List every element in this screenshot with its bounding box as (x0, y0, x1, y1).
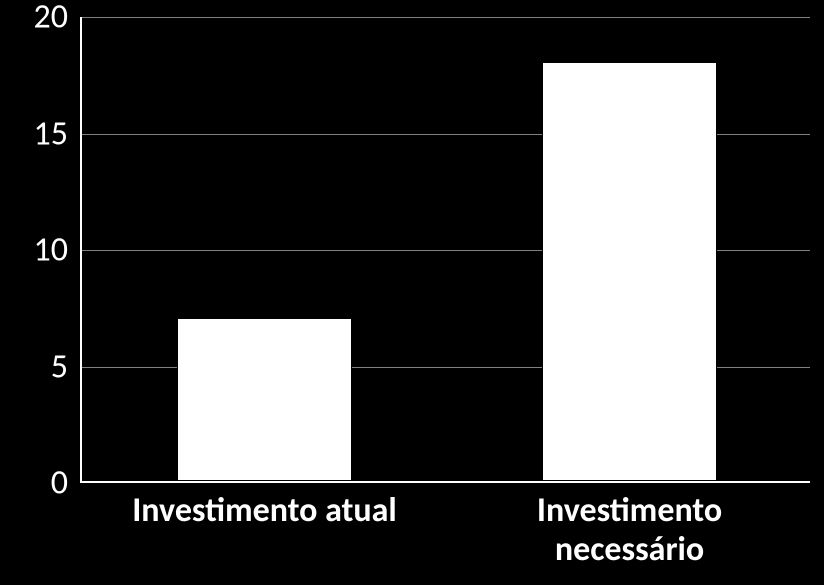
bar-chart: 0 5 10 15 20 Investimento atual Investimento n… (0, 0, 824, 585)
y-tick-label: 10 (34, 230, 82, 271)
x-tick-label: Investimento atual (132, 481, 397, 530)
y-tick-label: 15 (34, 113, 82, 154)
y-tick-label: 20 (34, 0, 82, 38)
plot-area: 05101520Investimento atualInvestimento n… (80, 17, 810, 483)
y-tick-label: 0 (51, 463, 82, 504)
bar (177, 318, 352, 481)
gridline (82, 17, 810, 18)
y-tick-label: 5 (51, 346, 82, 387)
bar (542, 62, 717, 481)
x-tick-label: Investimento necessário (537, 481, 722, 569)
